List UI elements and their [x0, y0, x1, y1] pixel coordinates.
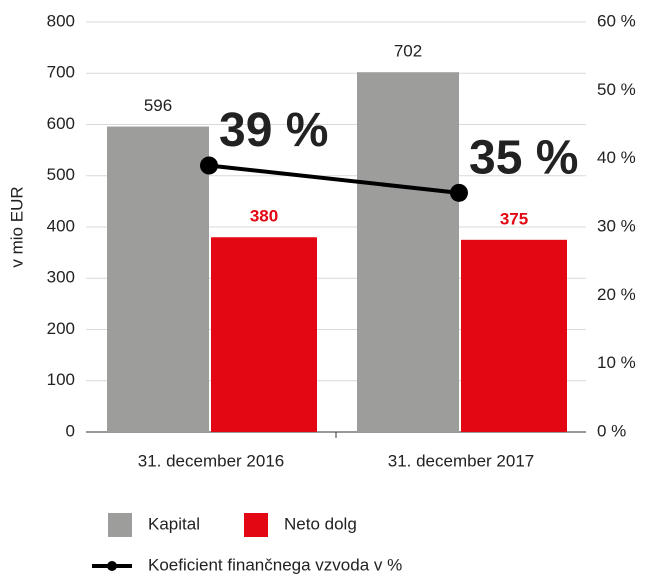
y2-tick-label: 20 %	[597, 285, 636, 304]
legend-point	[107, 561, 117, 571]
line	[208, 163, 460, 195]
bar	[461, 239, 567, 432]
y2-tick-label: 10 %	[597, 353, 636, 372]
legend-swatch	[244, 513, 268, 537]
y-tick-label: 100	[47, 370, 75, 389]
bar-value-label: 596	[144, 96, 172, 115]
y2-tick-label: 60 %	[597, 11, 636, 30]
bar-value-label: 380	[250, 207, 278, 226]
y-tick-label: 200	[47, 319, 75, 338]
x-tick-label: 31. december 2017	[388, 451, 535, 470]
bar	[211, 237, 317, 432]
line-point	[450, 183, 468, 202]
y-tick-label: 0	[66, 421, 75, 440]
legend-label: Koeficient finančnega vzvoda v %	[148, 555, 402, 574]
y2-tick-label: 50 %	[597, 80, 636, 99]
y-tick-label: 800	[47, 11, 75, 30]
y-tick-label: 700	[47, 63, 75, 82]
line-value-label: 39 %	[219, 104, 328, 157]
line-value-label: 35 %	[469, 132, 578, 185]
y-tick-label: 300	[47, 268, 75, 287]
line-point	[200, 156, 218, 175]
y2-tick-label: 40 %	[597, 148, 636, 167]
y-tick-label: 400	[47, 216, 75, 235]
bar-value-label: 375	[500, 209, 528, 228]
bar	[107, 126, 209, 433]
x-tick-label: 31. december 2016	[138, 451, 285, 470]
legend-label: Kapital	[148, 514, 200, 533]
y2-tick-label: 30 %	[597, 216, 636, 235]
legend-label: Neto dolg	[284, 514, 357, 533]
y-tick-label: 500	[47, 165, 75, 184]
bar-value-label: 702	[394, 42, 422, 61]
y2-tick-label: 0 %	[597, 421, 626, 440]
bar	[357, 72, 459, 432]
y-axis-title: v mio EUR	[7, 186, 26, 267]
legend-swatch	[108, 513, 132, 537]
y-tick-label: 600	[47, 114, 75, 133]
